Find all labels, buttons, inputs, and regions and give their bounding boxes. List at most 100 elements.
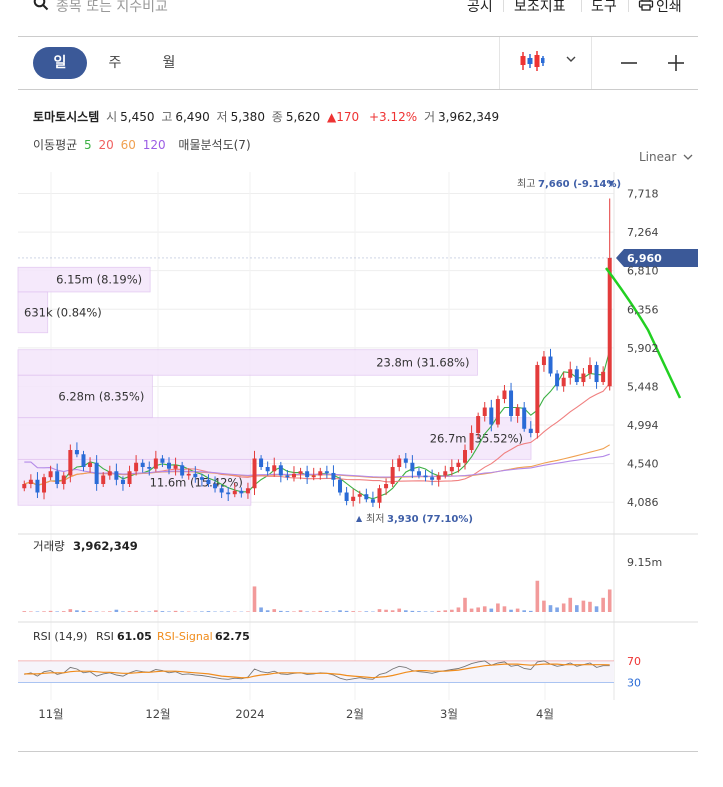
ma-60: 60 [120, 138, 136, 152]
volume-current: 3,962,349 [73, 539, 138, 553]
volume-profile-label: 23.8m (31.68%) [376, 355, 469, 369]
volume-value: 3,962,349 [438, 110, 500, 124]
tab-week[interactable]: 주 [108, 55, 122, 71]
candle-body [476, 416, 481, 434]
volume-bar [325, 611, 329, 612]
print-icon[interactable] [638, 0, 654, 12]
volume-bar [219, 611, 224, 612]
candle-body [226, 492, 231, 495]
volume-bar [167, 611, 171, 612]
y-tick-label: 5,448 [627, 380, 659, 393]
ma-120: 120 [142, 138, 166, 152]
volume-bar [94, 611, 99, 612]
candle-body [265, 467, 270, 472]
volume-bar [496, 603, 500, 612]
candle-body [167, 462, 171, 469]
candlestick-icon[interactable] [519, 50, 545, 72]
volume-y-tick: 9.15m [627, 556, 662, 569]
high-annotation-label: 최고 [517, 178, 535, 190]
volume-profile-label: 6.28m (8.35%) [58, 389, 144, 403]
volume-bar [160, 611, 165, 612]
candle-body [397, 458, 402, 468]
volume-bar [252, 586, 257, 612]
tab-month[interactable]: 월 [162, 55, 176, 71]
candle-body [278, 465, 283, 476]
x-tick-label: 2024 [235, 707, 264, 721]
volume-bar [265, 610, 270, 612]
volume-bar [42, 611, 46, 612]
volume-bar [29, 611, 33, 612]
volume-bar [279, 610, 283, 612]
candle-body [153, 458, 158, 469]
volume-profile-bar [17, 291, 49, 334]
candle-body [384, 484, 389, 489]
volume-bar [450, 609, 454, 612]
low-annotation-label: 최저 [366, 513, 384, 525]
menu-tools[interactable]: 도구 [591, 0, 617, 15]
volume-bar [61, 611, 66, 612]
candle-body [581, 373, 586, 383]
menu-disclosure[interactable]: 공시 [467, 0, 493, 15]
rsi-title: RSI (14,9) [33, 630, 87, 643]
chevron-down-icon[interactable] [566, 55, 576, 63]
candle-body [594, 365, 599, 383]
volume-bar [568, 597, 573, 612]
search-icon[interactable] [33, 0, 49, 11]
close-label: 종 [271, 110, 283, 124]
volume-bar [482, 606, 487, 612]
candle-body [28, 479, 33, 485]
toolbar-divider [18, 89, 698, 90]
volume-bar [581, 600, 586, 612]
minus-icon[interactable] [619, 53, 639, 73]
volume-bar [55, 611, 59, 612]
candle-body [344, 492, 349, 502]
volume-profile-bar [17, 417, 532, 460]
volume-bar [318, 610, 323, 612]
candle-body [68, 450, 73, 476]
chart-type-selector[interactable] [499, 37, 591, 89]
volume-bar [206, 611, 211, 612]
x-tick-label: 3월 [440, 707, 458, 721]
candle-body [291, 473, 296, 478]
search-input[interactable]: 종목 또는 지수비교 [56, 0, 168, 15]
candle-body [107, 471, 112, 476]
tab-day[interactable]: 일 [33, 47, 87, 79]
trend-line-drawing [604, 267, 682, 399]
candle-body [601, 371, 606, 383]
candle-body [173, 465, 178, 469]
candle-body [81, 454, 86, 468]
volume-bar [423, 611, 428, 612]
candle-body [522, 407, 527, 429]
volume-bar [469, 608, 474, 612]
volume-profile-label[interactable]: 매물분석도(7) [178, 138, 251, 152]
candle-body [285, 475, 290, 478]
volume-bar [555, 607, 559, 612]
high-label: 고 [161, 110, 173, 124]
plus-icon[interactable] [666, 53, 686, 73]
low-value: 5,380 [230, 110, 265, 124]
bottom-divider [18, 751, 698, 752]
volume-bar [108, 611, 112, 612]
rsi-label: RSI [96, 630, 114, 643]
volume-bar [305, 611, 309, 612]
volume-bar [404, 610, 408, 612]
volume-bar [68, 609, 73, 612]
menu-print[interactable]: 인쇄 [656, 0, 682, 15]
volume-bar [509, 609, 513, 612]
candle-body [482, 407, 487, 417]
candle-body [147, 467, 152, 469]
scale-selector[interactable]: Linear [639, 150, 693, 164]
change-value: ▲170 [327, 110, 360, 124]
candle-body [416, 471, 421, 476]
volume-bar [344, 610, 349, 612]
candle-body [587, 365, 592, 374]
menu-indicators[interactable]: 보조지표 [514, 0, 566, 15]
open-value: 5,450 [120, 110, 155, 124]
candle-body [568, 369, 573, 378]
volume-bar [292, 611, 296, 612]
candle-body [463, 450, 467, 463]
volume-bar [397, 608, 402, 612]
ma-label[interactable]: 이동평균 [33, 138, 78, 152]
candle-body [272, 465, 277, 472]
